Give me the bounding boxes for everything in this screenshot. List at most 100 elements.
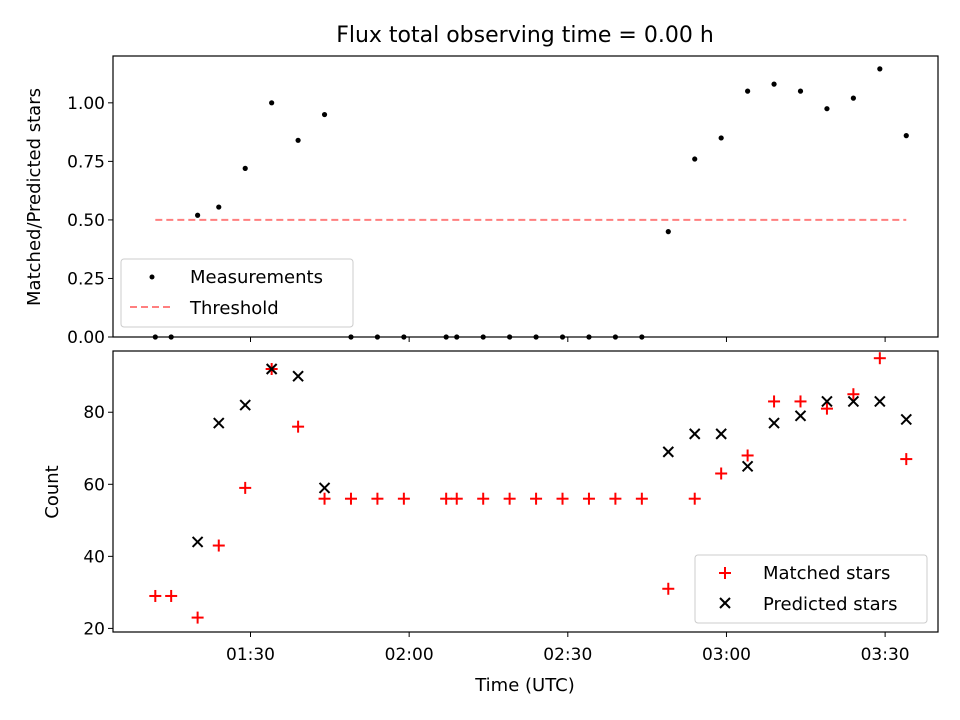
predicted-star-stroke	[265, 363, 278, 375]
predicted-star-point	[318, 482, 331, 494]
predicted-star-stroke	[847, 395, 860, 408]
predicted-star-point	[265, 363, 278, 375]
top-ytick-label: 0.25	[67, 269, 105, 289]
measurement-point	[321, 111, 328, 118]
legend-label-measurements: Measurements	[190, 267, 323, 288]
measurement-point	[824, 106, 830, 112]
matched-star-point	[794, 395, 807, 408]
predicted-star-point	[821, 395, 833, 408]
top-ytick-label: 0.50	[67, 211, 105, 231]
predicted-star-stroke	[689, 428, 701, 440]
matched-star-point	[530, 492, 543, 505]
legend-label-predicted: Predicted stars	[763, 594, 897, 615]
matched-star-point	[820, 402, 833, 415]
matched-star-point	[397, 492, 410, 505]
bottom-xtick-label: 02:30	[543, 645, 592, 665]
matched-star-point	[847, 388, 860, 401]
matched-star-point	[715, 467, 728, 480]
matched-star-point	[635, 492, 648, 505]
bottom-xtick-label: 03:00	[702, 645, 751, 665]
legend-marker-predicted	[719, 597, 731, 609]
top-ytick-label: 1.00	[67, 94, 105, 114]
measurement-point	[903, 133, 909, 139]
bottom-ytick-label: 20	[83, 619, 105, 639]
bottom-ylabel: Count	[42, 465, 63, 518]
bottom-plot-frame	[112, 350, 939, 633]
measurement-point	[295, 137, 301, 143]
predicted-star-stroke	[662, 446, 674, 458]
measurement-point	[771, 81, 777, 87]
measurement-point	[797, 88, 804, 94]
matched-star-point	[292, 420, 305, 433]
legend-label-matched: Matched stars	[763, 563, 890, 584]
matched-star-point	[688, 492, 701, 505]
chart-title: Flux total observing time = 0.00 h	[336, 23, 714, 48]
predicted-star-point	[689, 428, 701, 440]
bottom-xlabel: Time (UTC)	[474, 675, 575, 696]
matched-star-point	[503, 492, 516, 505]
bottom-ytick-label: 80	[83, 403, 105, 423]
top-ytick-label: 0.75	[67, 152, 105, 172]
matched-star-point	[212, 539, 225, 552]
measurement-point	[665, 229, 671, 235]
legend-marker-matched	[719, 567, 731, 579]
predicted-star-stroke	[715, 428, 727, 440]
predicted-star-stroke	[874, 395, 886, 408]
predicted-star-point	[847, 395, 860, 408]
predicted-star-stroke	[318, 482, 331, 494]
matched-star-point	[149, 589, 162, 602]
bottom-xtick-label: 01:30	[226, 645, 275, 665]
bottom-xtick-label: 03:30	[861, 645, 910, 665]
measurement-point	[850, 95, 856, 101]
predicted-star-stroke	[292, 370, 304, 382]
top-ylabel: Matched/Predicted stars	[24, 88, 45, 306]
bottom-plot: 20 40 60 80 01:30 02:00 02:30 03:00 03:30 Count…	[42, 350, 939, 696]
measurement-point	[269, 100, 275, 106]
matched-star-point	[609, 492, 622, 505]
predicted-star-point	[900, 413, 912, 426]
bottom-ytick-label: 40	[83, 547, 105, 567]
matched-star-point	[450, 492, 463, 505]
matched-star-point	[662, 582, 675, 595]
top-ytick-label: 0.00	[67, 328, 105, 348]
matched-star-point	[318, 492, 331, 505]
matched-star-point	[344, 492, 357, 505]
matched-star-point	[556, 492, 569, 505]
predicted-star-stroke	[191, 536, 204, 548]
predicted-star-stroke	[794, 410, 807, 422]
predicted-star-point	[239, 399, 251, 411]
bottom-xtick-label: 02:00	[385, 645, 434, 665]
bottom-legend: Matched stars Predicted stars	[694, 554, 928, 624]
matched-star-point	[371, 492, 384, 505]
top-legend: Measurements Threshold	[120, 258, 354, 328]
predicted-star-point	[292, 370, 304, 382]
predicted-star-point	[741, 460, 754, 472]
matched-star-point	[477, 492, 490, 505]
matched-star-point	[873, 352, 886, 365]
predicted-star-point	[662, 446, 674, 458]
measurement-point	[195, 212, 201, 218]
legend-marker-measurements	[149, 274, 155, 280]
predicted-star-stroke	[821, 395, 833, 408]
predicted-star-stroke	[239, 399, 251, 411]
predicted-star-point	[794, 410, 807, 422]
matched-star-point	[165, 589, 178, 602]
matched-star-point	[768, 395, 781, 408]
predicted-star-point	[768, 417, 780, 429]
matched-star-point	[582, 492, 595, 505]
matched-star-point	[440, 492, 453, 505]
measurement-point	[877, 66, 883, 72]
measurement-point	[718, 135, 724, 141]
predicted-star-stroke	[768, 417, 780, 429]
top-plot-frame	[112, 55, 939, 338]
matched-star-point	[191, 611, 204, 624]
predicted-star-point	[715, 428, 727, 440]
measurement-point	[745, 88, 751, 94]
legend-label-threshold: Threshold	[189, 298, 279, 319]
measurement-point	[242, 165, 248, 171]
predicted-star-stroke	[900, 413, 912, 426]
measurement-point	[216, 204, 222, 210]
matched-star-point	[741, 449, 754, 462]
predicted-star-point	[191, 536, 204, 548]
